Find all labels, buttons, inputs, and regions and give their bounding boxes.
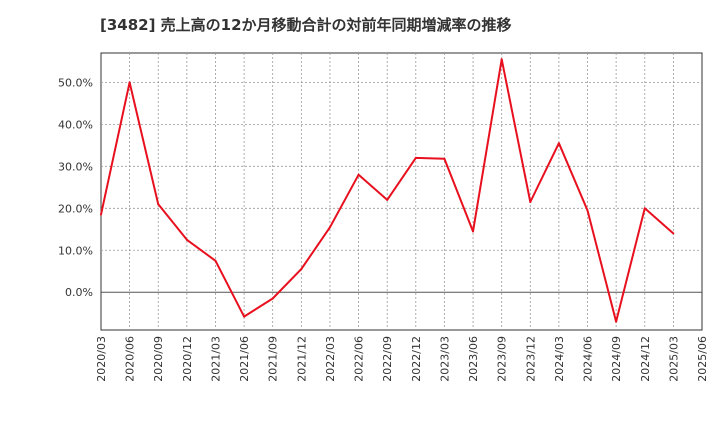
x-tick-label: 2021/12 (295, 336, 308, 382)
data-point (586, 209, 589, 212)
x-tick-label: 2023/06 (467, 336, 480, 382)
x-tick-label: 2022/09 (381, 336, 394, 382)
data-point (557, 142, 560, 145)
x-tick-label: 2021/09 (267, 336, 280, 382)
data-point (128, 81, 131, 84)
x-tick-label: 2020/12 (181, 336, 194, 382)
x-tick-label: 2023/09 (496, 336, 509, 382)
x-tick-label: 2020/06 (124, 336, 137, 382)
x-tick-label: 2025/06 (696, 336, 709, 382)
data-point (472, 230, 475, 233)
data-point (615, 320, 618, 323)
data-point (243, 315, 246, 318)
y-tick-label: 30.0% (58, 160, 93, 173)
data-point (443, 157, 446, 160)
data-point (529, 200, 532, 203)
data-point (643, 207, 646, 210)
data-point (271, 297, 274, 300)
x-tick-label: 2020/03 (95, 336, 108, 382)
x-tick-label: 2021/06 (238, 336, 251, 382)
chart-title: [3482] 売上高の12か月移動合計の対前年同期増減率の推移 (100, 16, 512, 34)
x-tick-label: 2025/03 (667, 336, 680, 382)
x-tick-label: 2021/03 (209, 336, 222, 382)
x-tick-label: 2023/12 (524, 336, 537, 382)
data-point (414, 156, 417, 159)
y-tick-label: 10.0% (58, 244, 93, 257)
y-tick-label: 40.0% (58, 118, 93, 131)
data-point (328, 226, 331, 229)
x-tick-label: 2023/03 (438, 336, 451, 382)
plot-frame (100, 52, 703, 331)
x-tick-label: 2024/12 (639, 336, 652, 382)
y-tick-label: 50.0% (58, 76, 93, 89)
x-tick-label: 2022/03 (324, 336, 337, 382)
data-point (386, 198, 389, 201)
x-tick-label: 2020/09 (152, 336, 165, 382)
data-point (157, 203, 160, 206)
x-tick-label: 2022/06 (353, 336, 366, 382)
data-point (100, 213, 102, 216)
data-point (185, 238, 188, 241)
data-point (500, 58, 503, 61)
x-tick-label: 2024/03 (553, 336, 566, 382)
data-point (300, 268, 303, 271)
x-tick-label: 2022/12 (410, 336, 423, 382)
data-point (672, 232, 675, 235)
x-tick-label: 2024/06 (582, 336, 595, 382)
data-point (214, 259, 217, 262)
data-point (357, 173, 360, 176)
x-tick-label: 2024/09 (610, 336, 623, 382)
y-tick-label: 0.0% (65, 286, 93, 299)
y-tick-label: 20.0% (58, 202, 93, 215)
